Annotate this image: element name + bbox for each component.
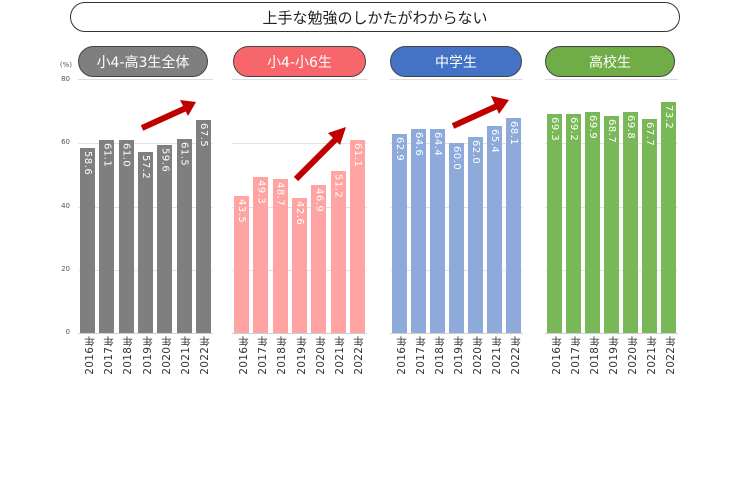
y-tick-80: 80	[61, 75, 70, 83]
series-header: 中学生	[390, 46, 522, 77]
bar-value-label: 64.4	[431, 132, 443, 157]
y-unit-label: (%)	[59, 61, 72, 69]
bar: 69.9	[585, 112, 600, 333]
bar: 64.4	[430, 129, 445, 333]
bar: 42.6	[291, 198, 307, 333]
bar: 60.0	[449, 143, 464, 333]
y-tick-60: 60	[61, 138, 70, 146]
bar-value-label: 69.8	[624, 115, 636, 140]
trend-arrow-junior-high	[451, 96, 509, 129]
bar: 68.1	[506, 117, 521, 333]
bar-value-label: 62.0	[469, 140, 481, 165]
bar-value-label: 65.4	[488, 129, 500, 154]
y-tick-40: 40	[61, 202, 70, 210]
gridline-80	[78, 79, 213, 80]
series-header: 小4-高3生全体	[78, 46, 208, 77]
bar-value-label: 60.0	[450, 146, 462, 171]
x-tick-label: 2019年	[607, 336, 620, 375]
bar-value-label: 69.3	[548, 117, 560, 142]
bar: 61.0	[118, 140, 134, 333]
bar-value-label: 62.9	[393, 137, 405, 162]
bar-value-label: 59.6	[159, 147, 171, 172]
bar-value-label: 51.2	[332, 174, 344, 199]
bar-value-label: 58.6	[82, 150, 94, 176]
bar-value-label: 68.7	[605, 118, 617, 144]
x-axis-line	[232, 333, 367, 334]
bar-value-label: 61.1	[101, 142, 113, 168]
bar: 69.2	[566, 114, 581, 333]
bar-value-label: 64.6	[412, 131, 424, 157]
bar-value-label: 61.0	[120, 143, 132, 168]
bar-value-label: 69.2	[567, 117, 579, 142]
bar: 67.7	[642, 119, 657, 333]
gridline-80	[232, 79, 367, 80]
bar: 51.2	[330, 171, 346, 333]
gridline-60	[232, 143, 367, 145]
trend-arrow-elementary	[293, 127, 346, 182]
bar: 61.1	[99, 139, 115, 333]
bar-value-label: 61.5	[178, 141, 190, 166]
bar-value-label: 49.3	[255, 180, 267, 205]
bar: 67.5	[195, 119, 211, 333]
bar: 58.6	[80, 147, 96, 333]
x-tick-label: 2022年	[664, 336, 677, 375]
bar: 57.2	[137, 152, 153, 333]
bar-value-label: 61.1	[351, 142, 363, 168]
y-tick-20: 20	[61, 265, 70, 273]
series-header: 小4-小6生	[233, 46, 366, 77]
bar-value-label: 42.6	[293, 201, 305, 226]
trend-arrow-overall	[140, 100, 196, 131]
bar-value-label: 48.7	[274, 182, 286, 207]
bar-value-label: 67.5	[197, 122, 209, 147]
bar-value-label: 67.7	[643, 122, 655, 147]
bar: 64.6	[411, 128, 426, 333]
x-axis-line	[390, 333, 523, 334]
x-axis-line	[545, 333, 678, 334]
bar: 73.2	[661, 101, 676, 333]
panel-junior-high: 中学生 62.9 2016年 64.6 2017年 64.4 2018年 60.0 2019年 6…	[0, 46, 740, 406]
bar: 59.6	[157, 144, 173, 333]
bar: 61.5	[176, 138, 192, 333]
bar: 61.1	[349, 139, 365, 333]
panel-high-school: 高校生 69.3 2016年 69.2 2017年 69.9 2018年 68.7 2019年 6…	[0, 46, 740, 406]
bar-value-label: 46.9	[313, 187, 325, 213]
bar-value-label: 68.1	[507, 120, 519, 146]
x-tick-label: 2017年	[569, 336, 582, 375]
gridline-60	[78, 143, 213, 145]
bar: 65.4	[487, 126, 502, 333]
bar: 69.8	[623, 112, 638, 333]
bar: 62.0	[468, 137, 483, 333]
panel-overall: 小4-高3生全体 58.6 2016年 61.1 2017年 61.0 2018年 57.2 2…	[0, 46, 740, 406]
bar: 68.7	[604, 115, 619, 333]
bar-value-label: 73.2	[662, 104, 674, 129]
bar: 43.5	[234, 195, 250, 333]
bar: 69.3	[547, 114, 562, 333]
x-tick-label: 2018年	[588, 336, 601, 375]
x-axis-line	[78, 333, 213, 334]
bar: 48.7	[272, 179, 288, 333]
gridline-80	[545, 79, 678, 80]
y-tick-0: 0	[65, 328, 70, 336]
x-tick-label: 2021年	[645, 336, 658, 375]
bar-value-label: 57.2	[139, 155, 151, 180]
chart-title: 上手な勉強のしかたがわからない	[70, 2, 680, 32]
gridline-80	[390, 79, 523, 80]
bar: 49.3	[253, 177, 269, 333]
bar-value-label: 43.5	[236, 198, 248, 223]
bar: 62.9	[392, 134, 407, 333]
bar: 46.9	[311, 184, 327, 333]
series-header: 高校生	[545, 46, 675, 77]
x-tick-label: 2020年	[626, 336, 639, 375]
bar-value-label: 69.9	[586, 115, 598, 140]
panel-elementary: 小4-小6生 43.5 2016年 49.3 2017年 48.7 2018年 42.6 201…	[0, 46, 740, 406]
x-tick-label: 2016年	[550, 336, 563, 375]
